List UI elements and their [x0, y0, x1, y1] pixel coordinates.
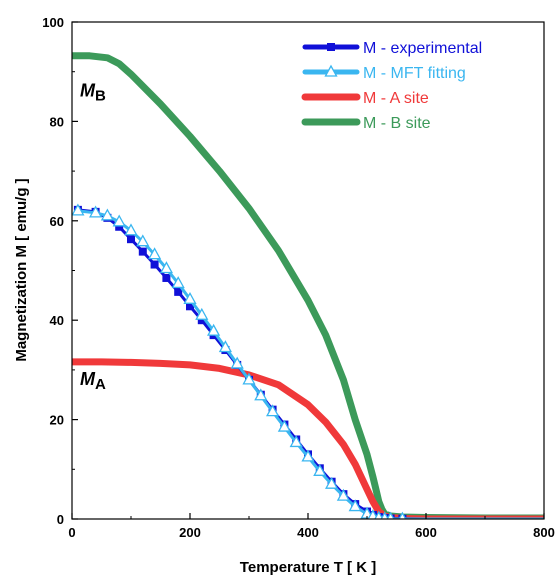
data-point-mft — [336, 488, 350, 501]
legend-label-m-b-site: M - B site — [363, 115, 431, 132]
site-label-main: M — [80, 369, 96, 389]
y-tick-label: 60 — [50, 214, 64, 229]
data-point-experimental — [186, 302, 194, 311]
data-point-mft — [301, 449, 315, 462]
data-point-experimental — [162, 273, 171, 282]
site-label-sub: B — [95, 88, 106, 105]
site-label-sub: A — [95, 376, 106, 393]
x-tick-label: 200 — [179, 525, 201, 540]
data-point-mft — [230, 356, 244, 369]
data-point-mft — [207, 323, 221, 336]
y-tick-label: 80 — [50, 114, 64, 129]
legend-marker-square — [327, 43, 335, 51]
data-point-mft — [348, 499, 362, 512]
y-tick-label: 100 — [42, 15, 64, 30]
x-tick-label: 0 — [68, 525, 75, 540]
data-point-experimental — [138, 247, 147, 256]
legend-label-m-experimental: M - experimental — [363, 40, 482, 57]
data-point-mft — [100, 208, 114, 221]
data-point-experimental — [150, 260, 159, 269]
y-tick-label: 20 — [50, 413, 64, 428]
data-point-mft — [289, 435, 303, 448]
data-point-experimental — [197, 316, 206, 325]
data-point-mft — [266, 404, 280, 417]
x-tick-label: 600 — [415, 525, 437, 540]
data-point-mft — [112, 214, 126, 227]
y-tick-label: 0 — [57, 512, 64, 527]
data-point-mft — [195, 307, 209, 320]
x-tick-label: 800 — [533, 525, 555, 540]
y-tick-label: 40 — [50, 313, 64, 328]
legend-label-m-mft-fitting: M - MFT fitting — [363, 65, 466, 82]
data-point-mft — [136, 234, 150, 247]
x-axis-label: Temperature T [ K ] — [240, 559, 376, 576]
data-point-mft — [171, 276, 185, 289]
data-point-mft — [325, 476, 339, 489]
data-point-mft — [367, 509, 379, 519]
series-line-m-a-site — [72, 358, 544, 519]
site-label-ma: MA — [80, 369, 106, 393]
site-label-mb: MB — [80, 81, 106, 105]
site-label-main: M — [80, 81, 96, 101]
data-point-experimental — [174, 287, 183, 296]
data-point-mft — [124, 223, 138, 236]
series-layer — [72, 52, 544, 519]
data-point-mft — [313, 463, 327, 476]
data-point-mft — [72, 203, 85, 216]
data-point-mft — [183, 291, 197, 304]
y-axis-label: Magnetization M [ emu/g ] — [13, 178, 30, 361]
legend-marker-triangle — [324, 64, 338, 77]
data-point-mft — [148, 247, 162, 260]
data-point-experimental — [115, 222, 124, 231]
data-point-mft — [277, 419, 291, 432]
data-point-mft — [374, 510, 384, 519]
x-ticks: 0 200 400 600 800 — [68, 513, 555, 540]
y-ticks: 0 20 40 60 80 100 — [42, 15, 78, 527]
data-point-mft — [89, 205, 103, 218]
data-point-mft — [386, 511, 395, 519]
x-tick-label: 400 — [297, 525, 319, 540]
legend: M - experimental M - MFT fitting M - A sit… — [301, 40, 482, 132]
data-point-mft — [218, 340, 232, 353]
data-point-experimental — [127, 235, 135, 244]
data-point-mft — [242, 372, 256, 385]
data-point-mft — [398, 511, 407, 519]
data-point-mft — [254, 388, 268, 401]
legend-label-m-a-site: M - A site — [363, 90, 429, 107]
data-point-mft — [159, 261, 173, 274]
